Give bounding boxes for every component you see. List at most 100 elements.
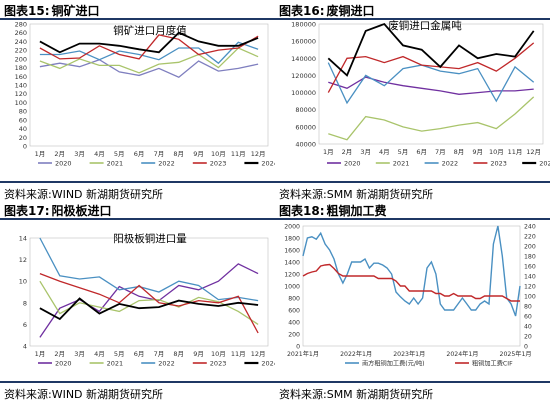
- x-tick-label: 8月: [173, 150, 184, 158]
- x-tick-label: 4月: [94, 350, 105, 358]
- legend-label-2020: 2020: [55, 360, 72, 368]
- panel-blister-processing-fee: 图表18: 粗铜加工费 0 200 400 600 800 1000 1200 1400 1600…: [275, 200, 550, 401]
- y-tick-label: 140: [15, 82, 27, 90]
- x-tick-label: 9月: [193, 350, 204, 358]
- series-line-2024: [39, 297, 259, 321]
- y-tick-label: 120: [15, 90, 27, 98]
- y-tick-label: 20: [19, 134, 27, 142]
- x-tick-label: 2025年1月: [500, 350, 532, 358]
- series-line-2022: [327, 62, 535, 105]
- x-tick-label: 10月: [211, 150, 226, 158]
- y-tick-label: 60: [19, 116, 27, 124]
- panel-title: 图表17: 阳极板进口: [4, 202, 112, 219]
- x-tick-label: 10月: [489, 148, 504, 156]
- y-tick-label: 80: [19, 108, 27, 116]
- legend-label-2022: 2022: [158, 360, 175, 368]
- legend-label-2020: 2020: [55, 160, 72, 168]
- left-y-tick-label: 0: [296, 344, 300, 351]
- panel-title: 图表16: 废铜进口: [279, 2, 375, 19]
- y-tick-label: 100: [15, 99, 27, 107]
- y-tick-label: 60000: [295, 123, 316, 131]
- legend-label-2021: 2021: [107, 160, 124, 168]
- source-text: 资料来源:SMM 新湖期货研究所: [279, 188, 434, 201]
- y-tick-label: 220: [15, 47, 27, 55]
- series-line-2021: [39, 280, 259, 325]
- series-line-2023: [327, 42, 535, 93]
- legend-label-2021: 2021: [107, 360, 124, 368]
- x-tick-label: 11月: [231, 350, 246, 358]
- y-tick-label: 260: [15, 29, 27, 37]
- x-tick-label: 11月: [508, 148, 523, 156]
- figure-label: 图表16:: [279, 4, 325, 18]
- x-tick-label: 12月: [526, 148, 541, 156]
- chart-title: 阳极板铜进口量: [113, 232, 187, 245]
- figure-title: 阳极板进口: [51, 204, 112, 218]
- legend-label-2022: 2022: [158, 160, 175, 168]
- source-note: 资料来源:SMM 新湖期货研究所: [275, 381, 550, 401]
- series-line-2021: [39, 47, 259, 74]
- x-tick-label: 3月: [74, 350, 85, 358]
- panel-title: 图表18: 粗铜加工费: [279, 202, 387, 219]
- x-tick-label: 11月: [231, 150, 246, 158]
- y-tick-label: 140000: [291, 55, 316, 63]
- y-tick-label: 12: [19, 256, 27, 264]
- x-tick-label: 5月: [398, 148, 409, 156]
- x-tick-label: 4月: [379, 148, 390, 156]
- x-tick-label: 7月: [154, 150, 165, 158]
- left-y-tick-label: 1800: [284, 236, 300, 243]
- series-line-2024: [39, 31, 259, 54]
- x-tick-label: 2022年1月: [340, 350, 372, 358]
- x-tick-label: 10月: [211, 350, 226, 358]
- y-tick-label: 40000: [295, 141, 316, 149]
- right-y-tick-label: 180: [524, 254, 536, 261]
- right-y-tick-label: 160: [524, 264, 536, 271]
- right-y-tick-label: 140: [524, 274, 536, 281]
- right-y-tick-label: 80: [524, 304, 532, 311]
- right-y-tick-label: 220: [524, 234, 536, 241]
- x-tick-label: 12月: [251, 150, 266, 158]
- y-tick-label: 14: [19, 235, 27, 243]
- figure-label: 图表18:: [279, 204, 325, 218]
- y-tick-label: 10: [19, 278, 27, 286]
- right-y-tick-label: 40: [524, 324, 532, 331]
- y-tick-label: 200: [15, 55, 27, 63]
- panel-header: 图表17: 阳极板进口: [0, 200, 275, 220]
- legend-label-2023: 2023: [490, 160, 507, 168]
- series-line-south: [302, 225, 521, 317]
- left-y-tick-label: 400: [288, 320, 300, 327]
- x-tick-label: 12月: [251, 350, 266, 358]
- x-tick-label: 3月: [74, 150, 85, 158]
- panel-header: 图表18: 粗铜加工费: [275, 200, 550, 220]
- y-tick-label: 4: [23, 343, 27, 351]
- figure-label: 图表15:: [4, 4, 50, 18]
- left-y-tick-label: 800: [288, 296, 300, 303]
- series-line-2023: [39, 34, 259, 60]
- right-y-tick-label: 20: [524, 334, 532, 341]
- panel-scrap-copper-import: 图表16: 废铜进口 40000 60000 80000 100000 120000 140…: [275, 0, 550, 201]
- series-line-2021: [328, 96, 535, 141]
- left-y-tick-label: 600: [288, 308, 300, 315]
- x-tick-label: 5月: [114, 150, 125, 158]
- right-y-tick-label: 200: [524, 244, 536, 251]
- x-tick-label: 5月: [114, 350, 125, 358]
- figure-title: 粗铜加工费: [326, 204, 387, 218]
- y-tick-label: 240: [15, 38, 27, 46]
- y-tick-label: 40: [19, 125, 27, 133]
- x-tick-label: 7月: [154, 350, 165, 358]
- left-y-tick-label: 2000: [284, 224, 300, 231]
- figure-label: 图表17:: [4, 204, 50, 218]
- chart-blister-processing-fee: 0200400600800100012001400160018002000020…: [284, 224, 536, 368]
- legend-label-cif: 粗铜加工费CIF: [472, 360, 513, 368]
- x-tick-label: 8月: [173, 350, 184, 358]
- legend-label-2024: 2024: [539, 160, 550, 168]
- x-tick-label: 6月: [416, 148, 427, 156]
- x-tick-label: 2021年1月: [287, 350, 319, 358]
- source-note: 资料来源:WIND 新湖期货研究所: [0, 181, 275, 201]
- plot-frame: [302, 225, 521, 347]
- series-line-2020: [39, 58, 259, 78]
- panel-header: 图表16: 废铜进口: [275, 0, 550, 20]
- chart-anode-copper-import: 4 6 8 10 12 14 1月 2月 3月 4月 5月 6月 7月 8月 9月 10月 11月 12月 阳极板铜…: [19, 232, 275, 368]
- x-tick-label: 4月: [94, 150, 105, 158]
- x-tick-label: 1月: [35, 350, 46, 358]
- x-tick-label: 9月: [193, 150, 204, 158]
